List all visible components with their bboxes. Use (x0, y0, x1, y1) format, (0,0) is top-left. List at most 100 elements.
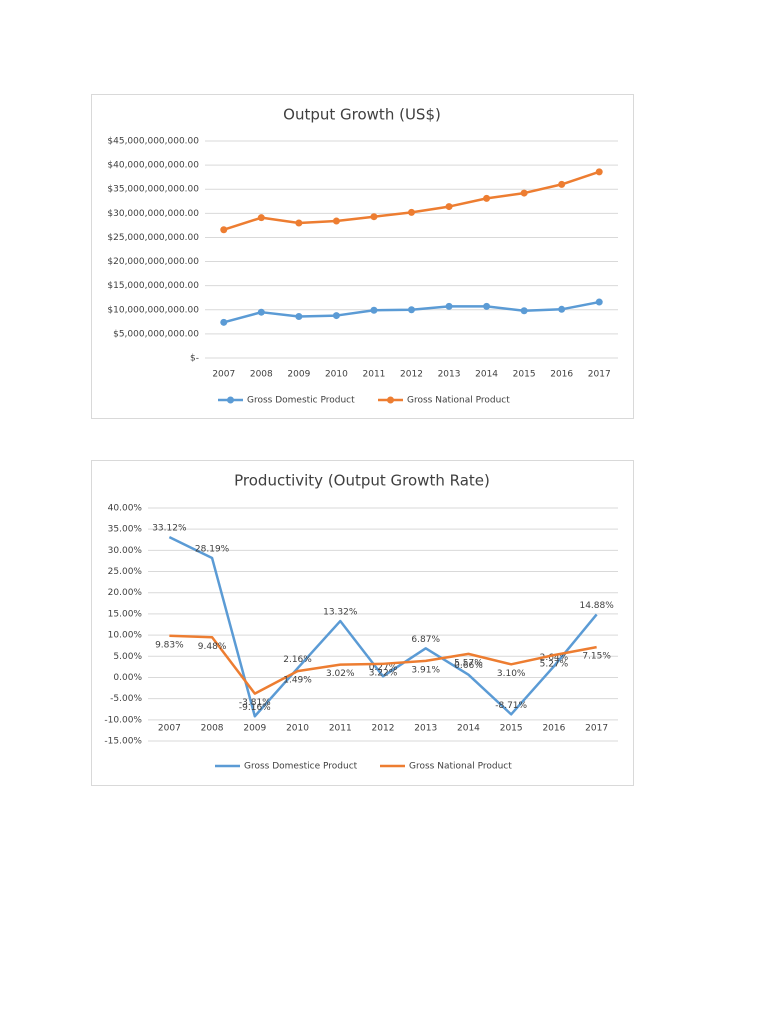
y-tick-label: $40,000,000,000.00 (107, 161, 199, 171)
legend-label: Gross National Product (409, 762, 512, 772)
x-tick-label: 2011 (329, 724, 352, 734)
legend-label: Gross Domestic Product (247, 396, 355, 406)
data-label: 1.49% (283, 676, 312, 686)
point (220, 318, 228, 326)
x-tick-label: 2017 (588, 370, 611, 380)
y-tick-label: $5,000,000,000.00 (113, 329, 199, 339)
point (220, 226, 228, 234)
series-line (169, 634, 597, 695)
y-tick-label: 0.00% (113, 673, 142, 683)
point (408, 208, 415, 216)
y-tick-label: $45,000,000,000.00 (107, 137, 199, 147)
point (408, 306, 415, 314)
point (332, 312, 340, 320)
x-tick-label: 2015 (500, 724, 523, 734)
data-label: 2.64% (540, 653, 569, 663)
x-tick-label: 2007 (212, 370, 235, 380)
point (370, 306, 378, 314)
data-label: 3.10% (497, 669, 526, 679)
x-tick-label: 2012 (400, 370, 423, 380)
y-tick-label: $20,000,000,000.00 (107, 257, 199, 267)
data-label: 13.32% (323, 608, 358, 618)
point (483, 302, 491, 310)
y-tick-label: 20.00% (108, 588, 143, 598)
point (295, 313, 303, 321)
x-tick-label: 2010 (286, 724, 309, 734)
x-tick-label: 2009 (287, 370, 310, 380)
chart-frame (91, 94, 634, 419)
y-tick-label: $- (190, 354, 199, 364)
x-tick-label: 2013 (414, 724, 437, 734)
y-tick-label: $30,000,000,000.00 (107, 209, 199, 219)
data-label: 14.88% (579, 601, 614, 611)
data-label: 5.57% (454, 658, 483, 668)
legend-label: Gross National Product (407, 396, 510, 406)
data-label: 3.91% (411, 665, 440, 675)
y-tick-label: -10.00% (104, 715, 142, 725)
data-label: 3.22% (369, 668, 398, 678)
point (520, 307, 528, 315)
y-tick-label: 5.00% (113, 652, 142, 662)
point (595, 168, 603, 176)
x-tick-label: 2014 (475, 370, 498, 380)
data-label: 33.12% (152, 524, 187, 534)
y-tick-label: 30.00% (108, 546, 143, 556)
x-tick-label: 2016 (542, 724, 565, 734)
legend-marker (227, 396, 234, 404)
point (257, 308, 265, 316)
point (595, 298, 603, 306)
x-tick-label: 2009 (243, 724, 266, 734)
point (257, 214, 265, 222)
chart-frame (91, 460, 634, 786)
x-tick-label: 2008 (250, 370, 273, 380)
data-label: 0.66% (454, 661, 483, 671)
data-label: 7.15% (582, 652, 611, 662)
y-tick-label: 35.00% (108, 525, 143, 535)
series-line (168, 536, 598, 718)
x-tick-label: 2017 (585, 724, 608, 734)
legend-marker (387, 396, 394, 404)
y-tick-label: 10.00% (108, 631, 143, 641)
point (558, 305, 566, 313)
data-label: 0.27% (369, 663, 398, 673)
point (483, 194, 491, 202)
point (520, 189, 528, 197)
data-label: 3.02% (326, 669, 355, 679)
point (445, 302, 453, 310)
y-tick-label: -5.00% (110, 694, 142, 704)
data-label: 2.16% (283, 655, 312, 665)
data-label: -9.16% (239, 703, 271, 713)
x-tick-label: 2012 (372, 724, 395, 734)
y-tick-label: 15.00% (108, 609, 143, 619)
point (445, 203, 453, 211)
point (558, 180, 566, 188)
data-label: 28.19% (195, 545, 230, 555)
data-label: -8.71% (495, 701, 527, 711)
legend-label: Gross Domestice Product (244, 762, 358, 772)
point (295, 219, 303, 227)
y-tick-label: $10,000,000,000.00 (107, 305, 199, 315)
y-tick-label: $15,000,000,000.00 (107, 281, 199, 291)
y-tick-label: $25,000,000,000.00 (107, 233, 199, 243)
point (370, 213, 378, 221)
data-label: 9.48% (198, 642, 227, 652)
y-tick-label: $35,000,000,000.00 (107, 185, 199, 195)
data-label: 5.27% (540, 660, 569, 670)
data-label: -3.81% (239, 698, 271, 708)
y-tick-label: 40.00% (108, 504, 143, 514)
y-tick-label: -15.00% (104, 737, 142, 747)
chart-title: Productivity (Output Growth Rate) (234, 472, 490, 490)
x-tick-label: 2013 (438, 370, 461, 380)
x-tick-label: 2011 (363, 370, 386, 380)
x-tick-label: 2010 (325, 370, 348, 380)
data-label: 6.87% (411, 635, 440, 645)
x-tick-label: 2016 (550, 370, 573, 380)
point (332, 217, 340, 225)
data-label: 9.83% (155, 640, 184, 650)
x-tick-label: 2008 (201, 724, 224, 734)
chart-title: Output Growth (US$) (283, 106, 441, 124)
y-tick-label: 25.00% (108, 567, 143, 577)
x-tick-label: 2007 (158, 724, 181, 734)
x-tick-label: 2015 (513, 370, 536, 380)
